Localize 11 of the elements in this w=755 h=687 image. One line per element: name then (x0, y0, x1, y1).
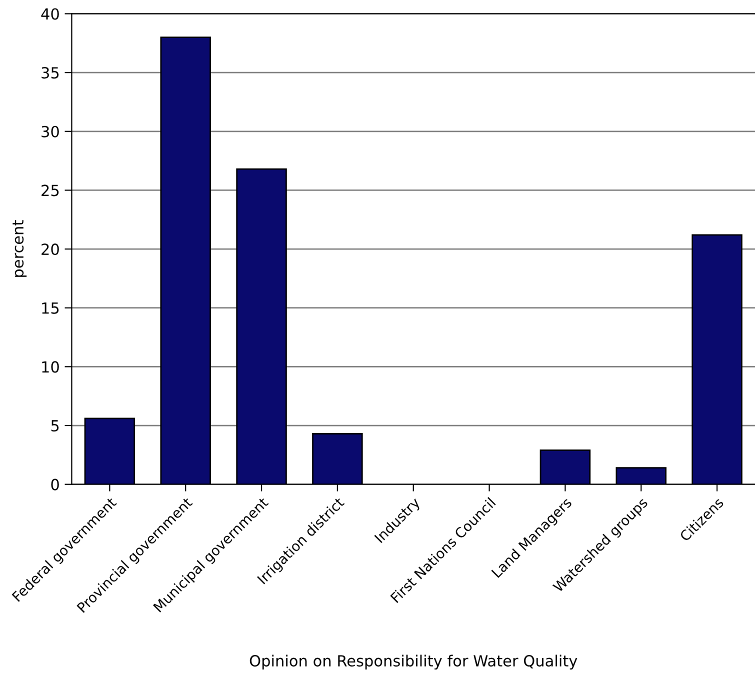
y-tick-label: 40 (41, 8, 59, 20)
y-tick-label: 20 (42, 244, 59, 256)
x-axis-title: Opinion on Responsibility for Water Quality (250, 654, 578, 670)
y-tick-label: 5 (51, 420, 59, 432)
y-tick-label: 10 (42, 361, 59, 373)
y-tick-label: 35 (42, 67, 59, 79)
y-tick-label: 30 (42, 126, 59, 138)
y-tick-label: 0 (51, 478, 59, 490)
y-axis-title: percent (12, 220, 27, 277)
y-tick-label: 25 (42, 184, 59, 196)
y-tick-label: 15 (42, 302, 59, 314)
